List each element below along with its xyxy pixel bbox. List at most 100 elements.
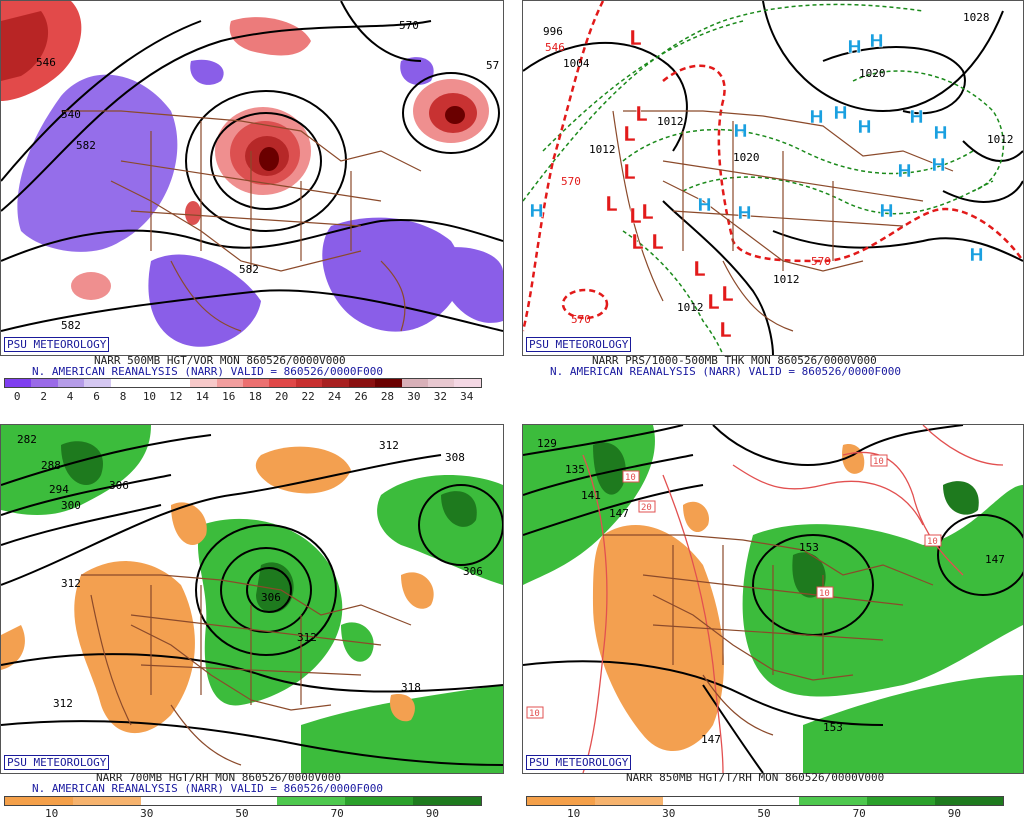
colorbar-tick-label: 12 — [169, 390, 183, 403]
contour-label: 570 — [561, 175, 581, 188]
colorbar-swatch — [110, 379, 138, 387]
colorbar-swatch — [5, 379, 32, 387]
vort-pos-area — [1, 11, 49, 81]
colorbar-swatch — [527, 797, 595, 805]
low-marker: L — [623, 160, 636, 184]
low-marker: L — [693, 257, 706, 281]
caption-line2: N. AMERICAN REANALYSIS (NARR) VALID = 86… — [550, 365, 901, 378]
contour-label: 147 — [985, 553, 1005, 566]
high-marker: H — [933, 123, 948, 144]
low-marker: L — [651, 230, 664, 254]
colorbar-swatch — [269, 379, 296, 387]
colorbar-swatch — [84, 379, 111, 387]
colorbar-tick-label: 6 — [93, 390, 100, 403]
rh-moist-area — [792, 552, 826, 598]
colorbar-tick-label: 2 — [40, 390, 47, 403]
contour-label: 153 — [799, 541, 819, 554]
rh-moist-area — [943, 481, 979, 515]
caption-line1: NARR 700MB HGT/RH MON 860526/0000V000 — [96, 771, 342, 784]
low-marker: L — [635, 102, 648, 126]
rh-dry-area — [593, 525, 724, 752]
colorbar-tick-label: 34 — [460, 390, 474, 403]
contour-label-582c: 582 — [61, 319, 81, 332]
colorbar-swatch — [163, 379, 191, 387]
colorbar-ticks-rh-850: 10 30 50 70 90 — [526, 807, 1002, 820]
rh-dry-area — [390, 694, 415, 722]
colorbar-swatch — [663, 797, 731, 805]
low-marker: L — [629, 204, 642, 228]
rh-moist-area — [593, 442, 626, 495]
colorbar-swatch — [57, 379, 85, 387]
colorbar-rh-850 — [526, 796, 1004, 806]
contour-label-570: 570 — [399, 19, 419, 32]
map-500mb: 546 540 582 582 570 582 57 PSU METEOROLO… — [0, 0, 504, 356]
contour-label: 1012 — [677, 301, 704, 314]
colorbar-tick-label: 50 — [757, 807, 771, 820]
psu-badge: PSU METEOROLOGY — [526, 755, 632, 770]
rh-moist-area — [61, 441, 103, 485]
map-700mb: 282 288 294 300 306 312 308 306 312 312 … — [0, 424, 504, 774]
colorbar-tick-label: 4 — [66, 390, 74, 403]
contour-label-57: 57 — [486, 59, 499, 72]
high-marker: H — [931, 155, 946, 176]
colorbar-tick-label: 18 — [248, 390, 262, 403]
colorbar-tick-label: 70 — [330, 807, 344, 820]
contour-label: 306 — [261, 591, 281, 604]
rh-dry-area — [255, 446, 351, 494]
contour-label: 282 — [17, 433, 37, 446]
vort-max-east — [445, 106, 465, 124]
colorbar-tick-label: 16 — [222, 390, 236, 403]
high-marker: H — [529, 201, 544, 222]
rh-moist-area — [441, 491, 477, 527]
low-marker: L — [605, 192, 618, 216]
high-marker: H — [809, 107, 824, 128]
caption-line2: N. AMERICAN REANALYSIS (NARR) VALID = 86… — [32, 365, 383, 378]
colorbar-tick-label: 28 — [380, 390, 395, 403]
contour-label: 312 — [297, 631, 317, 644]
map-700mb-svg: 282 288 294 300 306 312 308 306 312 312 … — [1, 425, 503, 773]
low-marker: L — [707, 290, 720, 314]
contour-label: 153 — [823, 721, 843, 734]
colorbar-swatch — [141, 797, 209, 805]
rh-dry-area — [1, 625, 25, 670]
colorbar-swatch — [731, 797, 799, 805]
colorbar-tick-label: 70 — [852, 807, 866, 820]
temp-label: 10 — [625, 473, 636, 483]
psu-badge: PSU METEOROLOGY — [526, 337, 632, 352]
vort-small — [185, 201, 201, 225]
colorbar-ticks-rh-700: 10 30 50 70 90 — [4, 807, 480, 820]
colorbar-swatch — [322, 379, 349, 387]
high-marker: H — [697, 195, 712, 216]
psu-badge: PSU METEOROLOGY — [4, 755, 110, 770]
high-marker: H — [733, 121, 748, 142]
vort-neg-area — [400, 57, 434, 85]
rh-moist-area — [803, 675, 1023, 773]
panel-500mb-vorticity: 546 540 582 582 570 582 57 PSU METEOROLO… — [0, 0, 504, 404]
contour-label: 312 — [61, 577, 81, 590]
colorbar-tick-label: 20 — [275, 390, 289, 403]
high-marker: H — [869, 31, 884, 52]
contour-label-582b: 582 — [239, 263, 259, 276]
colorbar-tick-label: 26 — [354, 390, 368, 403]
high-marker: H — [737, 203, 752, 224]
contour-label: 1028 — [963, 11, 990, 24]
colorbar-tick-label: 30 — [140, 807, 154, 820]
contour-label: 300 — [61, 499, 81, 512]
high-marker: H — [879, 201, 894, 222]
colorbar-rh-700 — [4, 796, 482, 806]
low-marker: L — [623, 122, 636, 146]
colorbar-tick-label: 32 — [433, 390, 447, 403]
colorbar-tick-label: 10 — [44, 807, 59, 820]
panel-850mb-rh: 129 135 141 147 153 147 153 147 10 20 10… — [522, 424, 1024, 820]
map-850mb: 129 135 141 147 153 147 153 147 10 20 10… — [522, 424, 1024, 774]
colorbar-swatch — [413, 797, 481, 805]
contour-label: 306 — [463, 565, 483, 578]
vort-neg-area — [322, 217, 462, 332]
contour-label: 312 — [379, 439, 399, 452]
colorbar-tick-label: 0 — [13, 390, 21, 403]
high-marker: H — [909, 107, 924, 128]
rh-moist-area — [301, 685, 503, 773]
rh-dry-area — [171, 502, 207, 545]
caption-line1: NARR 850MB HGT/T/RH MON 860526/0000V000 — [626, 771, 885, 784]
colorbar-swatch — [799, 797, 867, 805]
